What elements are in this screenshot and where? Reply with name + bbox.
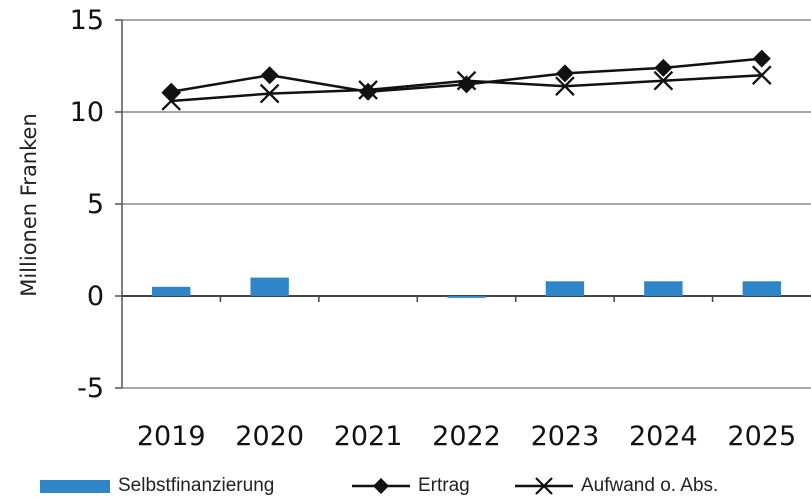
y-tick-label: -5 xyxy=(77,373,104,404)
bar xyxy=(742,281,781,296)
line-series xyxy=(161,49,772,111)
y-tick-label: 15 xyxy=(70,5,104,36)
bar xyxy=(250,277,289,296)
legend-label: Ertrag xyxy=(418,474,470,496)
y-tick-label: 10 xyxy=(70,97,104,128)
y-axis-label: Millionen Franken xyxy=(17,113,41,297)
point xyxy=(260,66,279,85)
bar-series xyxy=(152,277,781,298)
x-tick-label: 2021 xyxy=(334,421,403,452)
x-tick-label: 2022 xyxy=(432,421,501,452)
point xyxy=(162,82,181,101)
legend-swatch xyxy=(40,479,110,493)
legend-line-swatch xyxy=(515,476,573,495)
y-tick-label: 5 xyxy=(87,189,104,220)
x-tick-label: 2019 xyxy=(137,421,206,452)
legend-item: Aufwand o. Abs. xyxy=(515,470,718,501)
bar xyxy=(152,286,191,296)
y-tick-label: 0 xyxy=(87,281,104,312)
x-tick-label: 2020 xyxy=(235,421,304,452)
x-tick-label: 2023 xyxy=(531,421,600,452)
point xyxy=(456,70,477,91)
legend: Selbstfinanzierung Ertrag Aufwand o. Abs. xyxy=(0,470,811,501)
legend-label: Aufwand o. Abs. xyxy=(581,474,719,496)
point xyxy=(555,76,575,97)
point xyxy=(654,58,673,77)
point xyxy=(751,65,772,86)
point xyxy=(555,64,574,83)
bar xyxy=(545,281,585,296)
x-tick-label: 2025 xyxy=(727,421,796,452)
point xyxy=(457,75,476,94)
point xyxy=(358,80,378,100)
bar xyxy=(447,296,486,298)
legend-label: Selbstfinanzierung xyxy=(118,474,275,496)
grid-lines xyxy=(122,19,811,389)
bar xyxy=(644,281,683,296)
chart: 15 10 5 0 -5 2019 2020 2021 2022 2023 2024 2025 Mil… xyxy=(17,5,811,452)
tick-labels: 15 10 5 0 -5 2019 2020 2021 2022 2023 2024 2025 xyxy=(70,5,797,452)
point xyxy=(161,91,182,111)
legend-line-swatch xyxy=(352,477,410,494)
point xyxy=(752,49,771,68)
legend-item: Ertrag xyxy=(352,470,470,501)
x-tick-label: 2024 xyxy=(629,421,698,452)
point xyxy=(359,82,378,101)
legend-item: Selbstfinanzierung xyxy=(40,470,274,501)
point xyxy=(653,70,674,91)
point xyxy=(259,83,280,104)
